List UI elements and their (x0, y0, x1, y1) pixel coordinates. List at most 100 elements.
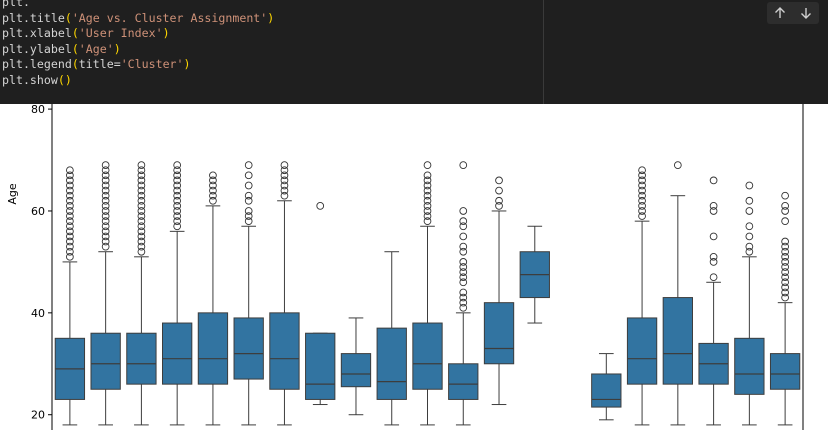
outlier-point (137, 242, 146, 251)
code-cell[interactable]: plt. plt.title('Age vs. Cluster Assignmen… (0, 0, 828, 104)
outlier-point (781, 258, 789, 266)
outlier-point (459, 207, 468, 215)
cell-toolbar (767, 2, 819, 24)
outlier-point (709, 176, 718, 185)
outlier-point (280, 181, 289, 190)
outlier-point (745, 181, 754, 190)
code-token: ( (71, 41, 79, 56)
box-iqr (662, 297, 693, 385)
code-token: plt.title (2, 10, 65, 25)
outlier-point (101, 217, 110, 226)
outlier-point (459, 232, 468, 241)
code-token: plt.show (2, 72, 58, 87)
outlier-point (709, 252, 718, 261)
box-iqr (591, 373, 622, 408)
outlier-point (781, 293, 789, 302)
outlier-point (173, 202, 182, 210)
box-iqr (305, 332, 336, 400)
code-token: ) (183, 57, 191, 71)
outlier-point (173, 191, 182, 200)
box-cluster-6 (269, 161, 300, 426)
box-cluster-13 (519, 225, 550, 324)
outlier-point (781, 207, 789, 215)
outlier-point (209, 171, 217, 180)
outlier-point (66, 217, 74, 226)
outlier-point (638, 176, 646, 185)
outlier-point (316, 202, 325, 210)
move-down-button[interactable] (796, 3, 816, 23)
outlier-point (745, 242, 754, 251)
box-cluster-0 (54, 166, 86, 426)
box-cluster-2 (126, 161, 157, 426)
outlier-point (459, 303, 468, 312)
outlier-point (101, 186, 110, 195)
outlier-point (459, 161, 468, 169)
outlier-point (638, 207, 646, 215)
outlier-point (101, 202, 110, 210)
arrow-up-icon (775, 7, 785, 18)
outlier-point (101, 227, 110, 236)
outlier-point (673, 161, 682, 169)
outlier-point (101, 196, 110, 205)
outlier-point (781, 252, 789, 261)
outlier-point (173, 171, 182, 180)
code-line: plt.xlabel('User Index') (2, 26, 274, 42)
outlier-point (101, 171, 110, 180)
outlier-point (495, 196, 503, 205)
box-iqr (376, 327, 407, 400)
code-line: plt.title('Age vs. Cluster Assignment') (2, 11, 274, 27)
outlier-point (244, 196, 253, 205)
code-line: plt.legend(title='Cluster') (2, 57, 274, 73)
outlier-point (459, 263, 468, 271)
outlier-point (66, 222, 74, 231)
outlier-point (423, 171, 432, 180)
outlier-point (244, 212, 253, 220)
outlier-point (781, 217, 789, 226)
outlier-point (137, 186, 146, 195)
move-up-button[interactable] (770, 3, 790, 23)
outlier-point (209, 176, 217, 185)
outlier-point (173, 196, 182, 205)
box-cluster-12 (483, 176, 515, 406)
outlier-point (280, 166, 289, 175)
outlier-point (781, 202, 789, 210)
box-iqr (769, 353, 801, 390)
outlier-point (423, 161, 432, 169)
outlier-point (459, 222, 468, 231)
outlier-point (459, 278, 468, 287)
outlier-point (101, 242, 110, 251)
code-token: ( (71, 57, 79, 71)
outlier-point (781, 288, 789, 297)
outlier-point (66, 227, 74, 236)
outlier-point (709, 232, 718, 241)
outlier-point (280, 171, 289, 180)
outlier-point (638, 191, 646, 200)
code-line: plt.show() (2, 73, 274, 89)
outlier-point (66, 186, 74, 195)
box-iqr (90, 332, 121, 390)
y-tick-label: 60 (31, 205, 45, 218)
code-token: 'Age' (78, 41, 114, 56)
box-cluster-19 (734, 181, 765, 426)
code-token: 'Cluster' (120, 57, 184, 71)
outlier-point (280, 176, 289, 185)
outlier-point (745, 232, 754, 241)
outlier-point (101, 222, 110, 231)
code-token: ) (113, 41, 121, 56)
outlier-point (173, 161, 182, 169)
box-cluster-11 (448, 161, 479, 426)
outlier-point (459, 258, 468, 266)
box-cluster-16 (626, 166, 658, 426)
outlier-point (101, 176, 110, 185)
outlier-point (745, 222, 754, 231)
outlier-point (137, 207, 146, 215)
outlier-point (244, 191, 253, 200)
outlier-point (66, 191, 74, 200)
arrow-down-icon (801, 8, 811, 19)
box-iqr (340, 353, 372, 388)
y-tick-label: 80 (31, 104, 45, 116)
outlier-point (66, 237, 74, 246)
outlier-point (101, 181, 110, 190)
code-editor[interactable]: plt. plt.title('Age vs. Cluster Assignmen… (2, 0, 274, 88)
code-token: ( (64, 10, 72, 25)
